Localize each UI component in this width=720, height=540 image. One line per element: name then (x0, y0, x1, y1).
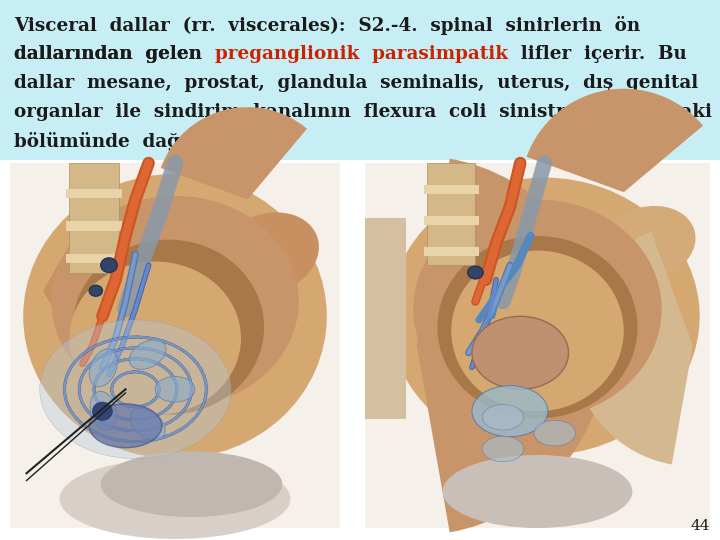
Wedge shape (161, 107, 307, 199)
Ellipse shape (443, 455, 632, 528)
Ellipse shape (73, 240, 264, 415)
Ellipse shape (482, 404, 523, 430)
Ellipse shape (101, 258, 117, 273)
Ellipse shape (89, 285, 102, 296)
Ellipse shape (156, 376, 195, 402)
Bar (365, 163, 710, 528)
Ellipse shape (51, 196, 299, 408)
Text: dallarından  gelen: dallarından gelen (14, 45, 215, 63)
Ellipse shape (23, 174, 327, 458)
Bar (69, 163, 119, 273)
Ellipse shape (90, 392, 117, 430)
Ellipse shape (89, 404, 162, 448)
Text: Visceral  dallar  (rr.  viscerales):  S2.-4.  spinal  sinirlerin  ön: Visceral dallar (rr. viscerales): S2.-4.… (14, 16, 640, 35)
Text: organlar  ile  sindirim  kanalının  flexura  coli  sinistra’dan  sonraki: organlar ile sindirim kanalının flexura … (14, 103, 712, 121)
Wedge shape (526, 89, 703, 192)
Ellipse shape (89, 349, 117, 387)
Ellipse shape (413, 199, 662, 418)
Ellipse shape (472, 316, 569, 389)
Text: bölümünde  dağılır.: bölümünde dağılır. (14, 132, 215, 151)
Bar (10, 163, 340, 528)
Bar (423, 247, 479, 256)
Bar (66, 221, 122, 231)
Wedge shape (417, 159, 606, 532)
Ellipse shape (467, 266, 483, 279)
Ellipse shape (69, 261, 241, 415)
Ellipse shape (482, 436, 523, 462)
Text: dallarından  gelen: dallarından gelen (14, 45, 215, 63)
Ellipse shape (534, 420, 575, 446)
Wedge shape (43, 219, 125, 362)
Ellipse shape (216, 212, 319, 296)
Bar (427, 163, 475, 265)
Wedge shape (572, 232, 693, 464)
Text: dallar  mesane,  prostat,  glandula  seminalis,  uterus,  dış  genital: dallar mesane, prostat, glandula seminal… (14, 74, 698, 92)
Ellipse shape (60, 458, 290, 539)
Bar (66, 254, 122, 264)
Bar (0, 160, 720, 540)
Bar (423, 216, 479, 225)
Bar (0, 0, 720, 160)
Ellipse shape (101, 451, 282, 517)
Bar (365, 218, 406, 418)
Ellipse shape (451, 251, 624, 411)
Text: lifler  içerir.  Bu: lifler içerir. Bu (508, 45, 686, 63)
Ellipse shape (40, 320, 231, 458)
Bar (423, 185, 479, 194)
Text: preganglionik  parasimpatik: preganglionik parasimpatik (215, 45, 508, 63)
Ellipse shape (600, 206, 696, 281)
Text: 44: 44 (690, 519, 710, 533)
Ellipse shape (130, 408, 165, 440)
Ellipse shape (389, 178, 700, 455)
Ellipse shape (130, 340, 166, 369)
Ellipse shape (472, 386, 548, 437)
Ellipse shape (92, 402, 112, 420)
Bar (66, 188, 122, 198)
Ellipse shape (438, 236, 637, 418)
